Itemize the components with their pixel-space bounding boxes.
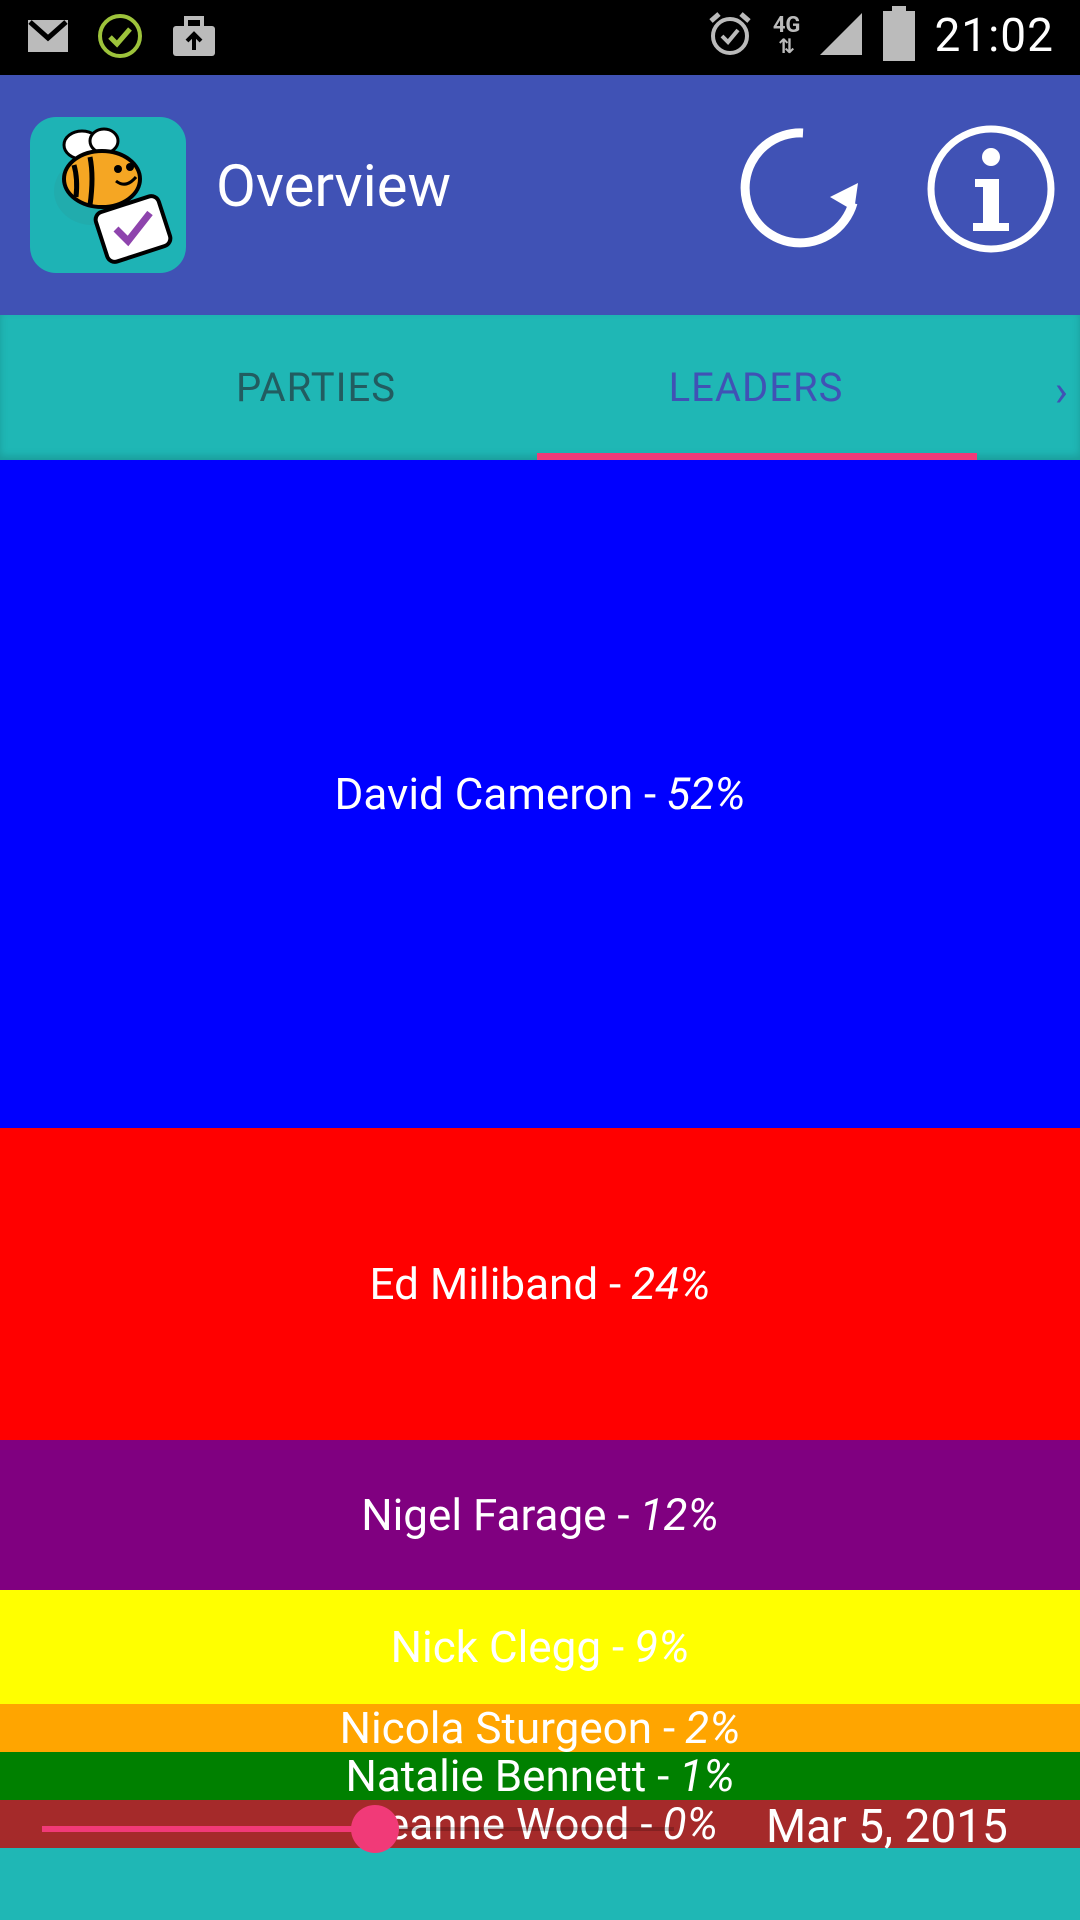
- leader-bar-ed-miliband: Ed Miliband -24%: [0, 1128, 1080, 1440]
- slider-track-filled[interactable]: [42, 1826, 374, 1832]
- refresh-icon[interactable]: [738, 123, 868, 253]
- clock: 21:02: [934, 9, 1054, 63]
- slider-date-label: Mar 5, 2015: [766, 1800, 1008, 1854]
- app-bar: Overview: [0, 75, 1080, 315]
- battery-icon: [882, 6, 916, 66]
- leader-bar-david-cameron: David Cameron -52%: [0, 460, 1080, 1128]
- leader-percent: 24%: [631, 1258, 711, 1310]
- date-slider[interactable]: Mar 5, 2015: [0, 1790, 1080, 1870]
- slider-thumb[interactable]: [351, 1805, 399, 1853]
- leader-name: David Cameron: [334, 768, 634, 820]
- leader-percent: 2%: [685, 1704, 741, 1752]
- alarm-icon: [705, 9, 755, 63]
- leader-bar-natalie-bennett: Natalie Bennett -1%: [0, 1752, 1080, 1800]
- leader-name: Nicola Sturgeon: [339, 1704, 653, 1752]
- app-logo-bee-icon: [30, 117, 186, 273]
- leader-name: Nigel Farage: [361, 1489, 607, 1541]
- leader-percent: 1%: [679, 1752, 735, 1800]
- status-bar: 4G ⇅ 21:02: [0, 0, 1080, 75]
- network-type-icon: 4G ⇅: [772, 13, 801, 58]
- chevron-right-icon[interactable]: ›: [1054, 365, 1068, 417]
- leader-percent: 0%: [662, 1800, 718, 1848]
- leader-bar-nicola-sturgeon: Nicola Sturgeon -2%: [0, 1704, 1080, 1752]
- leader-percent: 12%: [639, 1489, 719, 1541]
- network-type-label: 4G: [772, 13, 801, 38]
- tab-parties[interactable]: PARTIES: [236, 364, 396, 411]
- slider-track[interactable]: [374, 1827, 674, 1831]
- page-title: Overview: [216, 153, 452, 221]
- gmail-icon: [26, 18, 70, 58]
- leader-name: Leanne Wood: [362, 1800, 630, 1848]
- selected-tab-indicator: [537, 453, 977, 460]
- signal-icon: [818, 11, 864, 61]
- briefcase-upload-icon: [170, 14, 218, 62]
- leader-percent: 9%: [634, 1621, 690, 1673]
- leader-name: Natalie Bennett: [345, 1752, 647, 1800]
- leader-bars: David Cameron -52% Ed Miliband -24% Nige…: [0, 460, 1080, 1848]
- info-icon[interactable]: [925, 123, 1057, 255]
- check-circle-icon: [96, 12, 144, 64]
- leader-percent: 52%: [666, 768, 746, 820]
- leader-name: Ed Miliband: [369, 1258, 599, 1310]
- tab-leaders[interactable]: LEADERS: [668, 364, 844, 411]
- leader-bar-nigel-farage: Nigel Farage -12%: [0, 1440, 1080, 1590]
- leader-name: Nick Clegg: [390, 1621, 602, 1673]
- tab-bar: PARTIES LEADERS ›: [0, 315, 1080, 460]
- leader-bar-nick-clegg: Nick Clegg -9%: [0, 1590, 1080, 1704]
- leader-bar-leanne-wood: Leanne Wood -0%: [0, 1800, 1080, 1848]
